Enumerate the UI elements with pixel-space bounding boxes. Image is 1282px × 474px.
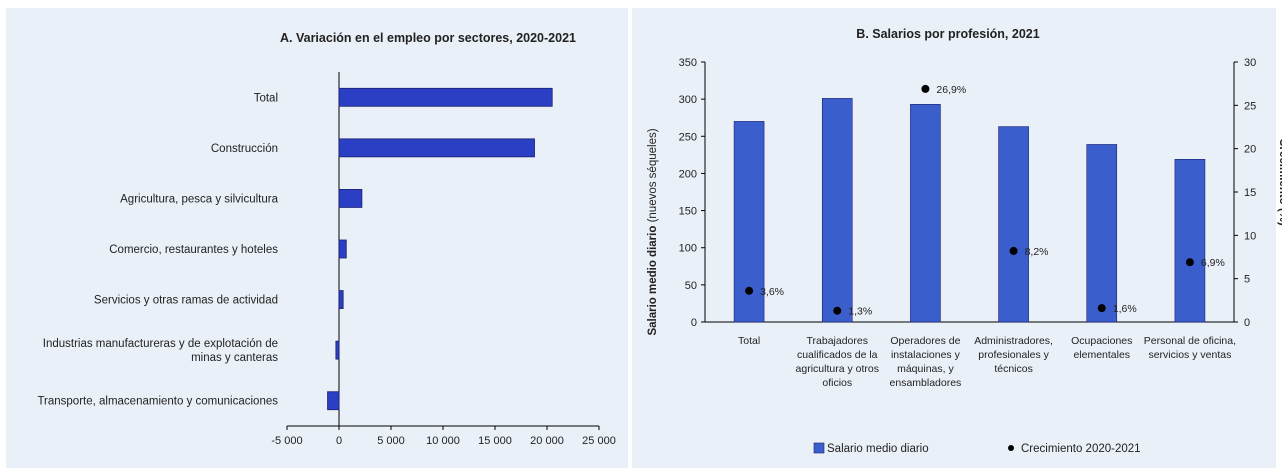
- chart-b-bar: [998, 126, 1029, 323]
- chart-b-category-label: Administradores,: [974, 335, 1053, 347]
- chart-b-y-tick-label: 0: [691, 317, 697, 329]
- chart-b-y2-tick-label: 20: [1244, 144, 1256, 156]
- chart-b-category-label: oficios: [822, 377, 852, 389]
- chart-b-point-label: 3,6%: [760, 286, 784, 298]
- chart-a-category-label: Comercio, restaurantes y hoteles: [109, 244, 278, 256]
- chart-b-bar: [1086, 144, 1118, 323]
- chart-b-point-label: 6,9%: [1201, 257, 1225, 269]
- chart-b-y-tick-label: 150: [679, 206, 697, 218]
- chart-b-legend-point-swatch: [1008, 445, 1014, 451]
- chart-b-y2-tick-label: 30: [1244, 57, 1256, 69]
- chart-a-category-label: Transporte, almacenamiento y comunicacio…: [37, 396, 278, 408]
- chart-a-category-label: Servicios y otras ramas de actividad: [94, 295, 278, 307]
- chart-b-y-tick-label: 250: [679, 131, 697, 143]
- chart-a-category-label: Total: [254, 92, 278, 104]
- chart-b-point: [1185, 258, 1194, 267]
- chart-b-y-axis-title: Salario medio diario (nuevos séqueles): [647, 128, 659, 335]
- chart-b-y-tick-label: 100: [679, 243, 697, 255]
- chart-b-category-label: técnicos: [994, 363, 1033, 375]
- chart-a-category-label: Agricultura, pesca y silvicultura: [120, 193, 278, 205]
- chart-b-category-label: instalaciones y: [891, 349, 961, 361]
- chart-b-category-label: Ocupaciones: [1071, 335, 1132, 347]
- chart-b-y-tick-label: 300: [679, 94, 697, 106]
- chart-b-y2-tick-label: 25: [1244, 100, 1256, 112]
- chart-b-y2-axis-title: Crecimiento (%): [1277, 138, 1282, 226]
- chart-a-bar: [338, 239, 347, 259]
- chart-b-point: [1009, 246, 1018, 255]
- chart-a-x-tick-label: 20 000: [530, 435, 564, 447]
- chart-b-y2-tick-label: 0: [1244, 317, 1250, 329]
- chart-a-bar: [338, 87, 553, 107]
- chart-b-legend-point-label: Crecimiento 2020-2021: [1021, 443, 1141, 455]
- chart-b-point-label: 1,3%: [848, 306, 872, 318]
- chart-b-y-tick-label: 50: [685, 280, 697, 292]
- chart-a-category-label: Industrias manufactureras y de explotaci…: [43, 338, 278, 350]
- chart-b-category-label: elementales: [1073, 349, 1130, 361]
- chart-panel-a: A. Variación en el empleo por sectores, …: [6, 8, 628, 468]
- chart-b-point: [833, 306, 842, 315]
- chart-panel-b: B. Salarios por profesión, 2021 0 50 100 150…: [632, 8, 1282, 468]
- chart-b-category-label: Trabajadores: [807, 335, 868, 347]
- employment-change-chart: A. Variación en el empleo por sectores, …: [37, 31, 616, 447]
- chart-b-title: B. Salarios por profesión, 2021: [856, 27, 1039, 41]
- chart-a-bar: [338, 138, 535, 158]
- chart-b-point: [745, 286, 754, 295]
- chart-b-point-label: 26,9%: [936, 84, 966, 96]
- wages-by-profession-chart: B. Salarios por profesión, 2021050100150…: [647, 27, 1282, 455]
- chart-b-category-label: Total: [738, 335, 760, 347]
- chart-b-bar: [1174, 159, 1206, 323]
- chart-b-point: [921, 84, 930, 93]
- chart-b-bar: [821, 98, 853, 323]
- chart-b-point-label: 1,6%: [1113, 303, 1137, 315]
- chart-b-y-tick-label: 200: [679, 168, 697, 180]
- chart-b-y2-tick-label: 15: [1244, 187, 1256, 199]
- chart-a-category-label: Construcción: [211, 143, 278, 155]
- chart-a-x-tick-label: -5 000: [271, 435, 302, 447]
- chart-a-bar: [327, 391, 340, 411]
- chart-b-category-label: servicios y ventas: [1148, 349, 1231, 361]
- chart-b-category-label: Operadores de: [890, 335, 960, 347]
- chart-a-x-tick-label: 15 000: [478, 435, 512, 447]
- chart-b-category-label: cualificados de la: [797, 349, 878, 361]
- chart-b-category-label: máquinas, y: [897, 363, 954, 375]
- chart-a-bar: [338, 189, 363, 208]
- chart-b-y2-tick-label: 10: [1244, 230, 1256, 242]
- chart-b-y-axis-title-rest: (nuevos séqueles): [647, 128, 659, 225]
- chart-b-point: [1097, 304, 1106, 313]
- chart-a-bar: [335, 340, 340, 360]
- chart-a-x-tick-label: 5 000: [377, 435, 405, 447]
- chart-a-category-label: minas y canteras: [191, 352, 278, 364]
- chart-a-x-tick-label: 25 000: [582, 435, 616, 447]
- chart-b-y-tick-label: 350: [679, 57, 697, 69]
- chart-b-category-label: agricultura y otros: [796, 363, 879, 375]
- chart-b-legend-bar-label: Salario medio diario: [827, 443, 929, 455]
- chart-a-bar: [338, 290, 344, 309]
- chart-b-y-axis-title-bold: Salario medio diario: [647, 226, 659, 336]
- chart-b-category-label: profesionales y: [978, 349, 1049, 361]
- chart-b-category-label: ensambladores: [890, 377, 962, 389]
- chart-a-x-tick-label: 0: [336, 435, 342, 447]
- chart-b-point-label: 8,2%: [1025, 246, 1049, 258]
- chart-b-bar: [910, 104, 941, 323]
- chart-a-x-tick-label: 10 000: [426, 435, 460, 447]
- chart-b-legend-bar-swatch: [813, 442, 825, 454]
- chart-b-category-label: Personal de oficina,: [1144, 335, 1236, 347]
- chart-b-y2-tick-label: 5: [1244, 274, 1250, 286]
- chart-a-title: A. Variación en el empleo por sectores, …: [280, 31, 576, 45]
